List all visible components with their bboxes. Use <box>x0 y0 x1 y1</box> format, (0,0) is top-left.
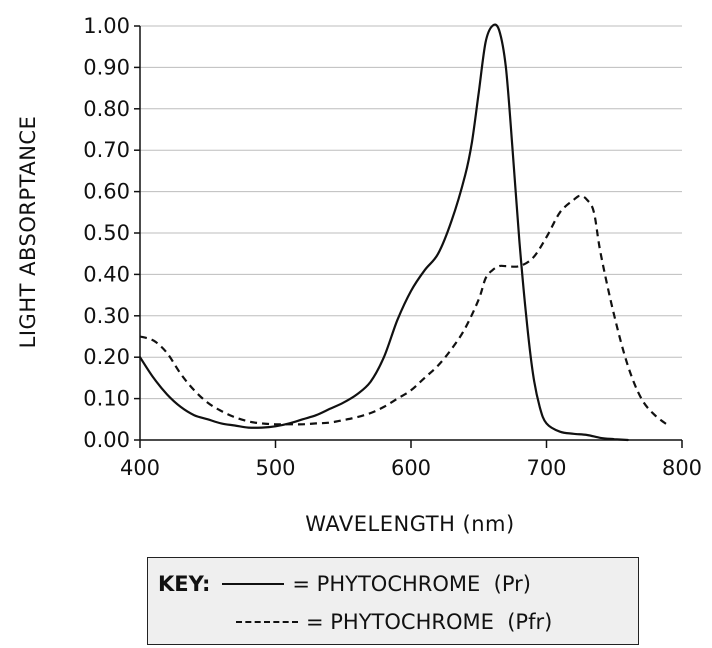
x-tick-label: 700 <box>526 456 566 480</box>
absorptance-chart: 0.00 0.10 0.20 0.30 0.40 0.50 0.60 0.70 0.80 0.90… <box>16 14 702 536</box>
y-tick-label: 0.50 <box>83 221 130 245</box>
legend-title: KEY: <box>158 572 211 596</box>
legend-key: KEY: = PHYTOCHROME (Pr) = PHYTOCHROME (P… <box>147 557 639 645</box>
y-tick-label: 0.30 <box>83 304 130 328</box>
legend-label-pr: = PHYTOCHROME (Pr) <box>292 572 531 596</box>
y-tick-label: 0.00 <box>83 428 130 452</box>
y-tick-label: 0.20 <box>83 345 130 369</box>
x-tick-label: 800 <box>662 456 702 480</box>
axes <box>134 25 683 448</box>
y-tick-label: 0.80 <box>83 97 130 121</box>
legend-row-pfr: = PHYTOCHROME (Pfr) <box>236 604 552 640</box>
y-tick-label: 1.00 <box>83 14 130 38</box>
x-axis-title: WAVELENGTH (nm) <box>305 512 514 536</box>
y-tick-label: 0.90 <box>83 55 130 79</box>
legend-label-pfr: = PHYTOCHROME (Pfr) <box>306 610 553 634</box>
series-lines <box>138 23 670 442</box>
y-tick-label: 0.40 <box>83 262 130 286</box>
y-tick-label: 0.70 <box>83 138 130 162</box>
y-tick-label: 0.60 <box>83 180 130 204</box>
dashed-line-swatch <box>236 621 298 623</box>
y-axis-title: LIGHT ABSORPTANCE <box>16 116 40 349</box>
y-tick-label: 0.10 <box>83 387 130 411</box>
legend-row-pr: KEY: = PHYTOCHROME (Pr) <box>158 566 531 602</box>
tick-labels: 0.00 0.10 0.20 0.30 0.40 0.50 0.60 0.70 0.80 0.90… <box>83 14 702 480</box>
x-tick-label: 600 <box>391 456 431 480</box>
solid-line-swatch <box>222 583 285 585</box>
series-line-pr <box>138 23 629 442</box>
x-tick-label: 400 <box>120 456 160 480</box>
grid-lines <box>140 25 682 400</box>
series-line-pfr <box>139 194 670 427</box>
x-tick-label: 500 <box>255 456 295 480</box>
